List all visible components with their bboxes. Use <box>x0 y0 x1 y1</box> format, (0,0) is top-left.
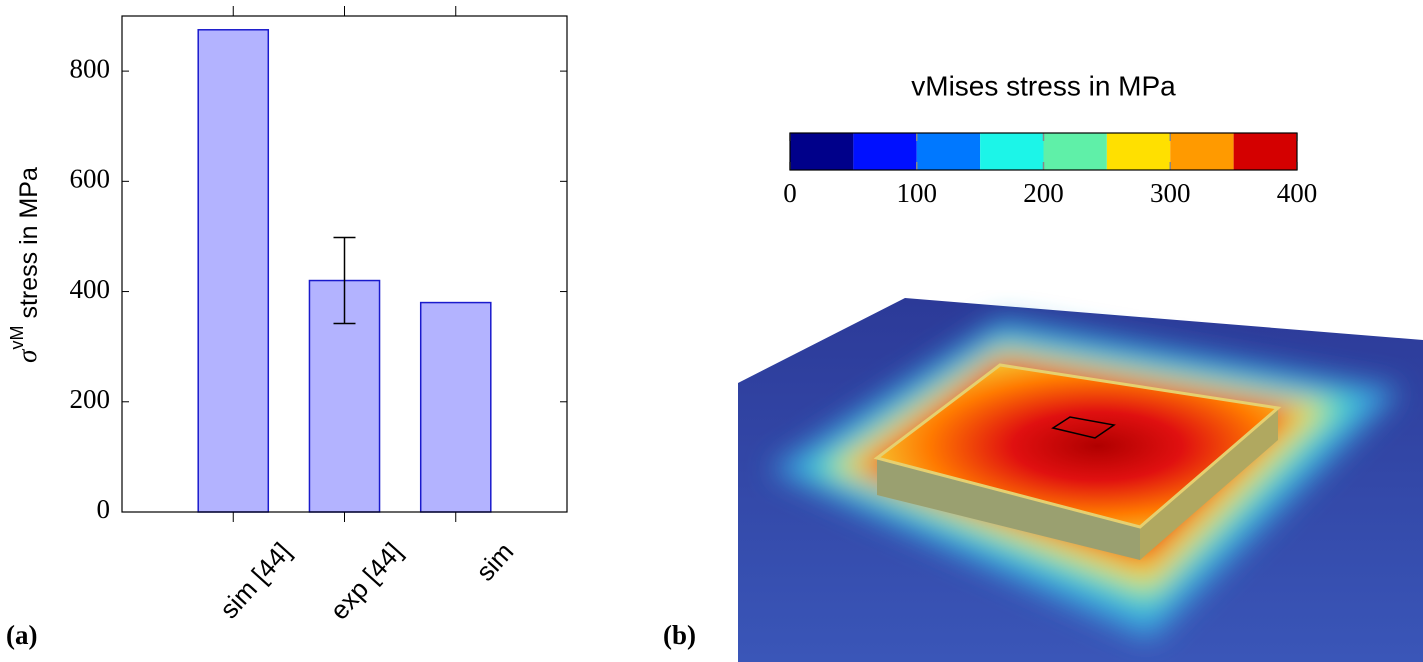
y-tick-label: 600 <box>70 164 111 194</box>
colorbar-band <box>1043 133 1107 170</box>
bar <box>419 301 492 513</box>
y-tick-label: 400 <box>70 274 111 304</box>
colorbar-tick-label: 0 <box>783 178 797 208</box>
y-tick-label: 200 <box>70 384 111 414</box>
y-axis-label: σvM stress in MPa <box>7 167 43 363</box>
colorbar-band <box>916 133 981 170</box>
colorbar-band <box>1106 133 1171 170</box>
colorbar-frame <box>789 132 1298 171</box>
simulation-render <box>738 298 1423 662</box>
x-tick-label: exp [44] <box>324 537 408 626</box>
colorbar-tick-label: 100 <box>897 178 938 208</box>
panel-label: (b) <box>663 620 696 650</box>
error-bar <box>333 236 356 325</box>
y-label-symbol: σ <box>12 348 42 363</box>
x-tick-label: sim [44] <box>214 537 297 625</box>
colorbar-tick-label: 200 <box>1023 178 1064 208</box>
colorbar-tick-label: 400 <box>1277 178 1318 208</box>
y-label-text: stress in MPa <box>15 167 43 319</box>
panel-label: (a) <box>6 620 37 650</box>
colorbar-band <box>790 133 854 170</box>
y-tick-label: 800 <box>70 53 111 83</box>
colorbar-band <box>980 133 1044 170</box>
axes-frame <box>121 15 568 513</box>
y-label-superscript: vM <box>7 326 27 350</box>
colorbar-band <box>1233 133 1297 170</box>
x-tick-label: sim <box>470 537 519 587</box>
colorbar-band <box>1170 133 1234 170</box>
colorbar-title: vMises stress in MPa <box>911 70 1176 101</box>
bar <box>197 29 270 513</box>
colorbar-band <box>853 133 917 170</box>
y-tick-label: 0 <box>97 494 111 524</box>
colorbar-tick-label: 300 <box>1150 178 1191 208</box>
